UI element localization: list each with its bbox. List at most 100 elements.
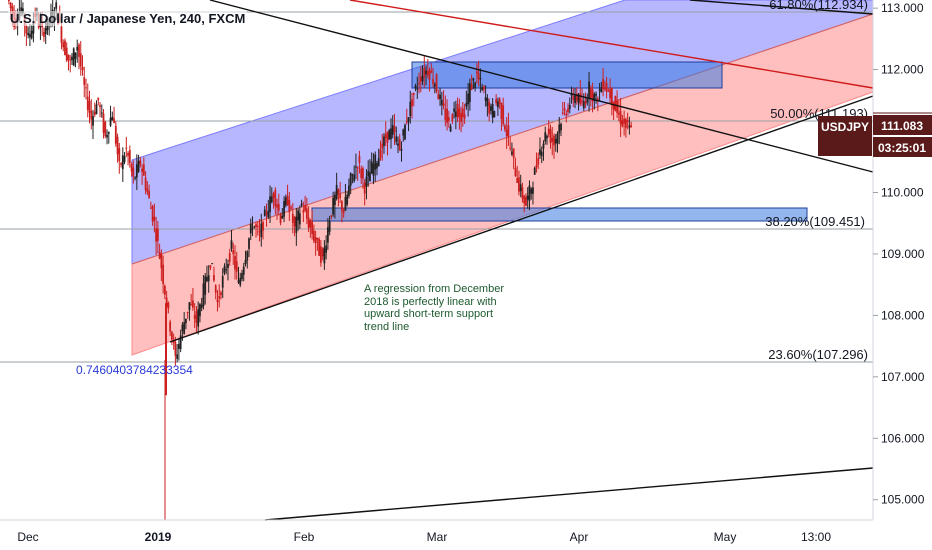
candle-body [293, 217, 296, 227]
candle-body [304, 205, 307, 211]
candle-body [218, 296, 221, 299]
candle-body [617, 112, 620, 115]
candle-body [72, 48, 75, 66]
candle-body [207, 275, 210, 282]
symbol-title[interactable]: U.S. Dollar / Japanese Yen, 240, FXCM [8, 11, 248, 26]
candle-body [225, 269, 228, 271]
candle-body [440, 99, 443, 105]
candle-body [539, 149, 541, 155]
candle-body [535, 165, 538, 168]
last-price-symbol: USDJPY [821, 120, 869, 134]
candle-body [433, 84, 436, 87]
candle-body [284, 197, 287, 206]
candle-body [316, 238, 319, 240]
candle-body [523, 195, 526, 204]
candle-body [92, 116, 94, 126]
candle-body [528, 185, 531, 201]
candle-body [339, 194, 342, 199]
support-zone[interactable] [311, 207, 808, 222]
candle-body [246, 251, 249, 261]
candle-body [365, 176, 368, 187]
candle-body [423, 67, 426, 78]
candle-body [551, 137, 554, 142]
candle-body [341, 201, 343, 211]
candle-body [328, 220, 331, 232]
resistance-zone[interactable] [411, 61, 723, 89]
candle-body [495, 99, 498, 104]
candle-body [67, 54, 70, 61]
candle-body [556, 133, 559, 144]
candle-body [209, 265, 212, 268]
downtrend-line[interactable] [209, 0, 874, 173]
price-axis[interactable]: 113.000112.000111.000110.000109.000108.0… [873, 1, 925, 507]
candle-body [107, 132, 110, 134]
candle-body [165, 297, 168, 307]
candle-body [163, 285, 166, 295]
candle-body [388, 130, 391, 140]
regression-center-line[interactable] [131, 13, 874, 265]
candle-body [470, 84, 473, 90]
candle-body [367, 171, 370, 177]
candle-body [547, 128, 550, 135]
candle-body [582, 101, 585, 109]
time-axis[interactable]: Dec 2019 Feb Mar Apr May 13:00 [17, 530, 831, 544]
candle-body [192, 300, 194, 308]
candle-body [325, 245, 328, 253]
candle-body [220, 292, 222, 296]
candle-body [237, 280, 240, 283]
candle-body [109, 117, 112, 126]
candle-body [481, 87, 484, 90]
candle-body [412, 92, 415, 95]
candle-body [540, 151, 543, 157]
candle-body [260, 223, 263, 238]
candle-body [9, 2, 12, 9]
candle-body [312, 230, 315, 241]
candle-body [377, 158, 380, 167]
candle-body [134, 177, 136, 179]
candle-body [572, 96, 575, 101]
candle-body [330, 215, 333, 217]
candle-body [430, 71, 433, 73]
candle-body [509, 147, 512, 149]
candle-body [102, 113, 105, 133]
candle-body [44, 28, 47, 35]
candle-body [93, 111, 96, 115]
candle-body [586, 98, 589, 103]
candle-body [488, 101, 491, 114]
candle-body [170, 332, 173, 340]
candle-body [276, 204, 278, 208]
candle-body [118, 148, 121, 162]
price-tick-label: 106.000 [881, 431, 925, 445]
candle-body [181, 324, 184, 332]
lower-trend-line[interactable] [264, 467, 874, 521]
annotation-note[interactable]: A regression from December 2018 is perfe… [364, 283, 504, 333]
candle-body [447, 117, 450, 121]
candle-body [213, 275, 215, 281]
candle-body [351, 174, 354, 176]
candle-body [323, 247, 326, 264]
candle-body [120, 163, 122, 165]
candle-body [121, 155, 124, 169]
candle-body [123, 156, 126, 163]
candle-body [532, 187, 534, 194]
price-tick-label: 105.000 [881, 493, 925, 507]
candle-body [465, 102, 468, 107]
candle-body [206, 277, 208, 282]
candle-body [235, 261, 238, 272]
candle-body [32, 21, 35, 34]
support-trend-line[interactable] [169, 95, 874, 343]
candle-body [158, 252, 161, 259]
candle-body [214, 285, 217, 293]
red-resistance-line[interactable] [349, 0, 874, 89]
candle-body [630, 125, 633, 128]
candle-body [418, 82, 420, 85]
candle-body [409, 101, 412, 117]
candle-body [62, 42, 65, 48]
fib-label-23-6: 23.60%(107.296) [768, 347, 868, 362]
channel-top-line[interactable] [689, 0, 874, 15]
candle-body [498, 98, 501, 104]
candle-body [64, 40, 66, 56]
candle-body [142, 164, 145, 176]
candle-body [454, 111, 457, 117]
